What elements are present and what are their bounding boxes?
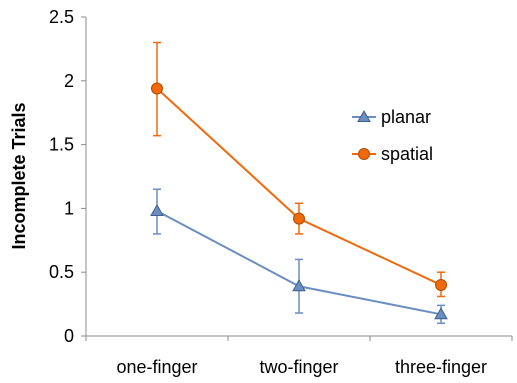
legend-item-planar: planar <box>352 107 431 127</box>
data-point <box>434 307 448 320</box>
y-tick-label: 2.5 <box>49 7 74 27</box>
x-ticks: one-finger two-finger three-finger <box>85 336 513 377</box>
data-point <box>293 212 305 225</box>
y-tick-label: 0.5 <box>49 262 74 282</box>
legend-marker <box>357 109 371 122</box>
legend: planar spatial <box>352 107 433 164</box>
legend-item-spatial: spatial <box>352 144 433 164</box>
y-tick-label: 1 <box>64 198 74 218</box>
y-axis-title: Incomplete Trials <box>9 102 29 249</box>
legend-marker <box>358 148 370 160</box>
axes <box>85 17 512 337</box>
y-tick-label: 2 <box>64 71 74 91</box>
legend-label: planar <box>381 107 431 127</box>
y-tick-label: 0 <box>64 326 74 346</box>
series-planar <box>150 188 448 324</box>
legend-label: spatial <box>381 144 433 164</box>
series-spatial <box>151 41 447 298</box>
series-layer <box>150 41 448 324</box>
y-ticks: 0 0.5 1 1.5 2 2.5 <box>49 7 86 346</box>
x-tick-label: two-finger <box>259 357 338 377</box>
data-point <box>292 279 306 292</box>
x-tick-label: three-finger <box>395 357 487 377</box>
x-tick-label: one-finger <box>116 357 197 377</box>
data-point <box>150 203 164 216</box>
y-tick-label: 1.5 <box>49 135 74 155</box>
data-point <box>435 278 447 291</box>
data-point <box>151 82 163 95</box>
